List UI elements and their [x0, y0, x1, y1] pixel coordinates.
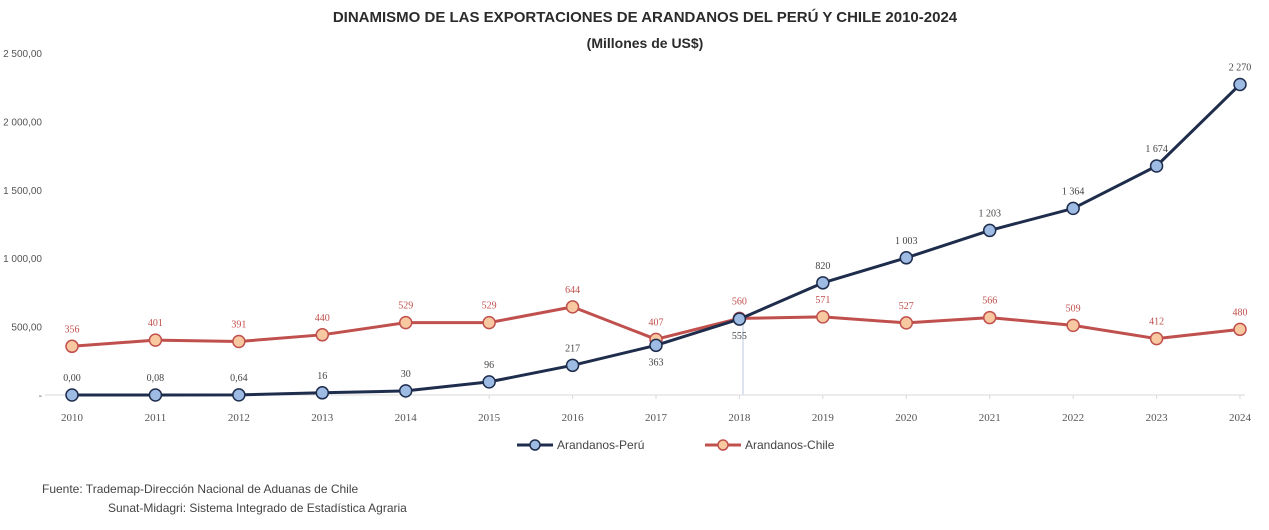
data-label-peru: 0,08: [147, 373, 165, 384]
legend-marker-chile: [717, 439, 729, 451]
data-label-peru: 96: [484, 360, 494, 371]
x-axis: 2010 2011 2012 2013 2014 2015 2016 2017 2018 2019…: [45, 394, 1252, 424]
data-label-peru: 363: [649, 357, 664, 368]
data-label-peru: 1 003: [895, 236, 918, 247]
x-tick-label: 2024: [1229, 412, 1252, 424]
data-point-peru[interactable]: [398, 384, 413, 398]
data-labels: 0,00 0,08 0,64 16 30 96 217 363 555 820 1 003 1 203…: [63, 62, 1251, 384]
chart-subtitle: (Millones de US$): [587, 35, 704, 51]
x-tick-label: 2013: [311, 412, 334, 424]
x-tick-label: 2010: [61, 412, 84, 424]
x-tick-label: 2020: [895, 412, 918, 424]
series-group: [65, 77, 1247, 402]
y-tick-label: 1 500,00: [3, 186, 42, 197]
data-label-chile: 509: [1066, 303, 1081, 314]
x-tick-label: 2012: [228, 412, 250, 424]
x-tick-label: 2014: [395, 412, 418, 424]
data-point-chile[interactable]: [65, 339, 79, 354]
data-point-chile[interactable]: [315, 328, 330, 342]
y-tick-label: 500,00: [11, 323, 42, 334]
data-label-chile: 529: [398, 301, 413, 312]
data-label-chile: 356: [65, 324, 80, 335]
x-tick-label: 2021: [979, 412, 1001, 424]
y-tick-label: 1 000,00: [3, 254, 42, 265]
data-label-peru: 16: [317, 371, 327, 382]
data-point-chile[interactable]: [565, 300, 580, 314]
data-point-peru[interactable]: [565, 358, 580, 373]
data-point-peru[interactable]: [816, 276, 830, 290]
x-tick-label: 2022: [1062, 412, 1084, 424]
data-label-peru: 1 364: [1062, 186, 1085, 197]
data-label-peru: 30: [401, 369, 411, 380]
data-point-peru[interactable]: [1233, 77, 1247, 92]
data-point-peru[interactable]: [732, 312, 747, 326]
legend-marker-peru: [529, 439, 541, 451]
legend-item-peru[interactable]: Arandanos-Perú: [517, 438, 644, 452]
data-point-peru[interactable]: [1149, 159, 1164, 173]
legend: Arandanos-Perú Arandanos-Chile: [517, 438, 835, 452]
data-point-chile[interactable]: [1066, 318, 1080, 333]
legend-item-chile[interactable]: Arandanos-Chile: [705, 438, 835, 452]
data-label-chile: 412: [1149, 317, 1164, 328]
data-label-peru: 555: [732, 331, 747, 342]
data-label-chile: 391: [231, 320, 246, 331]
y-tick-label: 2 000,00: [3, 117, 42, 128]
legend-label-chile: Arandanos-Chile: [745, 438, 835, 452]
data-point-chile[interactable]: [982, 310, 997, 325]
legend-label-peru: Arandanos-Perú: [557, 438, 644, 452]
data-label-peru: 1 203: [978, 208, 1001, 219]
x-tick-label: 2023: [1146, 412, 1169, 424]
x-tick-label: 2018: [728, 412, 751, 424]
data-label-chile: 644: [565, 285, 580, 296]
source-line-1: Fuente: Trademap-Dirección Nacional de A…: [42, 482, 359, 496]
data-label-chile: 527: [899, 301, 914, 312]
data-label-chile: 480: [1233, 307, 1248, 318]
data-point-chile[interactable]: [816, 310, 830, 324]
data-point-chile[interactable]: [482, 315, 496, 330]
y-tick-label: 2 500,00: [3, 49, 42, 60]
data-point-chile[interactable]: [148, 333, 163, 347]
data-point-peru[interactable]: [65, 388, 79, 402]
data-label-peru: 0,00: [63, 373, 81, 384]
x-tick-label: 2016: [562, 412, 585, 424]
data-point-chile[interactable]: [1149, 331, 1164, 346]
data-point-peru[interactable]: [649, 338, 663, 353]
data-point-chile[interactable]: [232, 334, 246, 349]
data-label-chile: 440: [315, 313, 330, 324]
chart-title: DINAMISMO DE LAS EXPORTACIONES DE ARANDA…: [333, 8, 958, 26]
data-point-peru[interactable]: [899, 251, 914, 265]
data-point-peru[interactable]: [148, 388, 163, 402]
x-tick-label: 2015: [478, 412, 501, 424]
x-tick-label: 2017: [645, 412, 668, 424]
x-tick-label: 2019: [812, 412, 835, 424]
data-point-peru[interactable]: [482, 375, 496, 389]
data-label-peru: 1 674: [1145, 144, 1168, 155]
data-label-peru: 820: [815, 261, 830, 272]
y-tick-label: -: [39, 391, 42, 402]
data-label-chile: 407: [649, 317, 664, 328]
data-label-chile: 566: [982, 296, 997, 307]
data-point-peru[interactable]: [315, 386, 330, 400]
data-point-peru[interactable]: [982, 223, 997, 238]
data-label-peru: 217: [565, 343, 580, 354]
data-point-peru[interactable]: [1066, 201, 1080, 216]
data-point-chile[interactable]: [899, 316, 914, 330]
data-point-chile[interactable]: [1233, 322, 1247, 337]
data-label-chile: 571: [815, 295, 830, 306]
data-label-peru: 2 270: [1229, 62, 1252, 73]
data-label-chile: 401: [148, 318, 163, 329]
data-point-peru[interactable]: [232, 388, 246, 402]
y-axis: - 500,00 1 000,00 1 500,00 2 000,00 2 500,00: [3, 49, 42, 402]
data-label-chile: 529: [482, 301, 497, 312]
x-tick-label: 2011: [145, 412, 167, 424]
source-line-2: Sunat-Midagri: Sistema Integrado de Esta…: [108, 501, 407, 515]
data-point-chile[interactable]: [398, 315, 413, 330]
data-label-chile: 560: [732, 296, 747, 307]
data-label-peru: 0,64: [230, 373, 248, 384]
